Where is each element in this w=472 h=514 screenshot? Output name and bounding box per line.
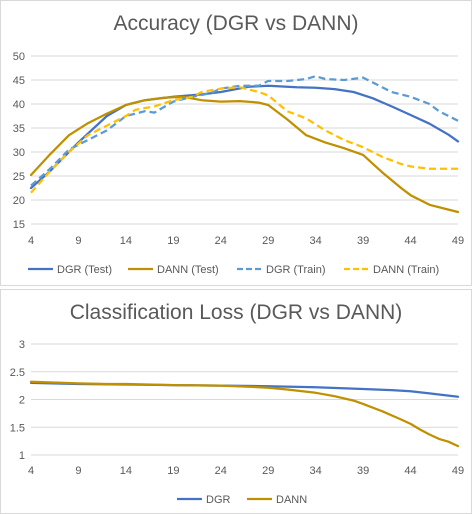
accuracy-chart-panel: Accuracy (DGR vs DANN) 15 20 25 30 35 40 45 50 4… xyxy=(0,0,472,286)
x-tick-label: 19 xyxy=(167,235,179,247)
series-line xyxy=(29,381,460,398)
x-tick-label: 14 xyxy=(120,235,132,247)
y-tick-label: 2.5 xyxy=(10,367,25,379)
legend-label: DANN (Train) xyxy=(373,264,439,276)
x-tick-label: 9 xyxy=(75,465,81,477)
loss-chart-panel: Classification Loss (DGR vs DANN) 1 1.5 2 2… xyxy=(0,289,472,514)
x-tick-label: 19 xyxy=(167,465,179,477)
y-tick-label: 20 xyxy=(13,195,25,207)
x-tick-label: 4 xyxy=(28,235,34,247)
x-tick-label: 24 xyxy=(215,235,227,247)
series-line xyxy=(29,380,460,448)
x-tick-label: 29 xyxy=(262,465,274,477)
y-tick-label: 1 xyxy=(19,450,25,462)
y-tick-label: 3 xyxy=(19,339,25,351)
x-tick-label: 44 xyxy=(404,465,416,477)
y-tick-label: 15 xyxy=(13,219,25,231)
legend-label: DGR (Test) xyxy=(57,264,112,276)
chart-title: Classification Loss (DGR vs DANN) xyxy=(69,301,403,324)
x-tick-label: 24 xyxy=(215,465,227,477)
y-tick-label: 30 xyxy=(13,147,25,159)
y-tick-label: 45 xyxy=(13,75,25,87)
x-tick-label: 49 xyxy=(452,465,464,477)
y-tick-label: 2 xyxy=(19,395,25,407)
legend-label: DANN (Test) xyxy=(157,264,219,276)
x-tick-label: 29 xyxy=(262,235,274,247)
x-tick-label: 34 xyxy=(310,465,322,477)
legend-label: DGR xyxy=(206,494,231,506)
y-tick-label: 50 xyxy=(13,51,25,63)
x-tick-label: 9 xyxy=(75,235,81,247)
y-tick-label: 1.5 xyxy=(10,422,25,434)
x-tick-label: 34 xyxy=(310,235,322,247)
x-tick-label: 4 xyxy=(28,465,34,477)
series-line xyxy=(29,95,460,214)
chart-title: Accuracy (DGR vs DANN) xyxy=(113,12,359,35)
y-tick-label: 35 xyxy=(13,123,25,135)
x-tick-label: 14 xyxy=(120,465,132,477)
legend-label: DGR (Train) xyxy=(266,264,325,276)
x-tick-label: 44 xyxy=(404,235,416,247)
x-tick-label: 39 xyxy=(357,465,369,477)
y-tick-label: 25 xyxy=(13,171,25,183)
x-tick-label: 49 xyxy=(452,235,464,247)
y-tick-label: 40 xyxy=(13,99,25,111)
series-line xyxy=(30,75,459,187)
series-line xyxy=(30,86,458,194)
legend-label: DANN xyxy=(276,494,307,506)
x-tick-label: 39 xyxy=(357,235,369,247)
series-line xyxy=(29,84,460,190)
